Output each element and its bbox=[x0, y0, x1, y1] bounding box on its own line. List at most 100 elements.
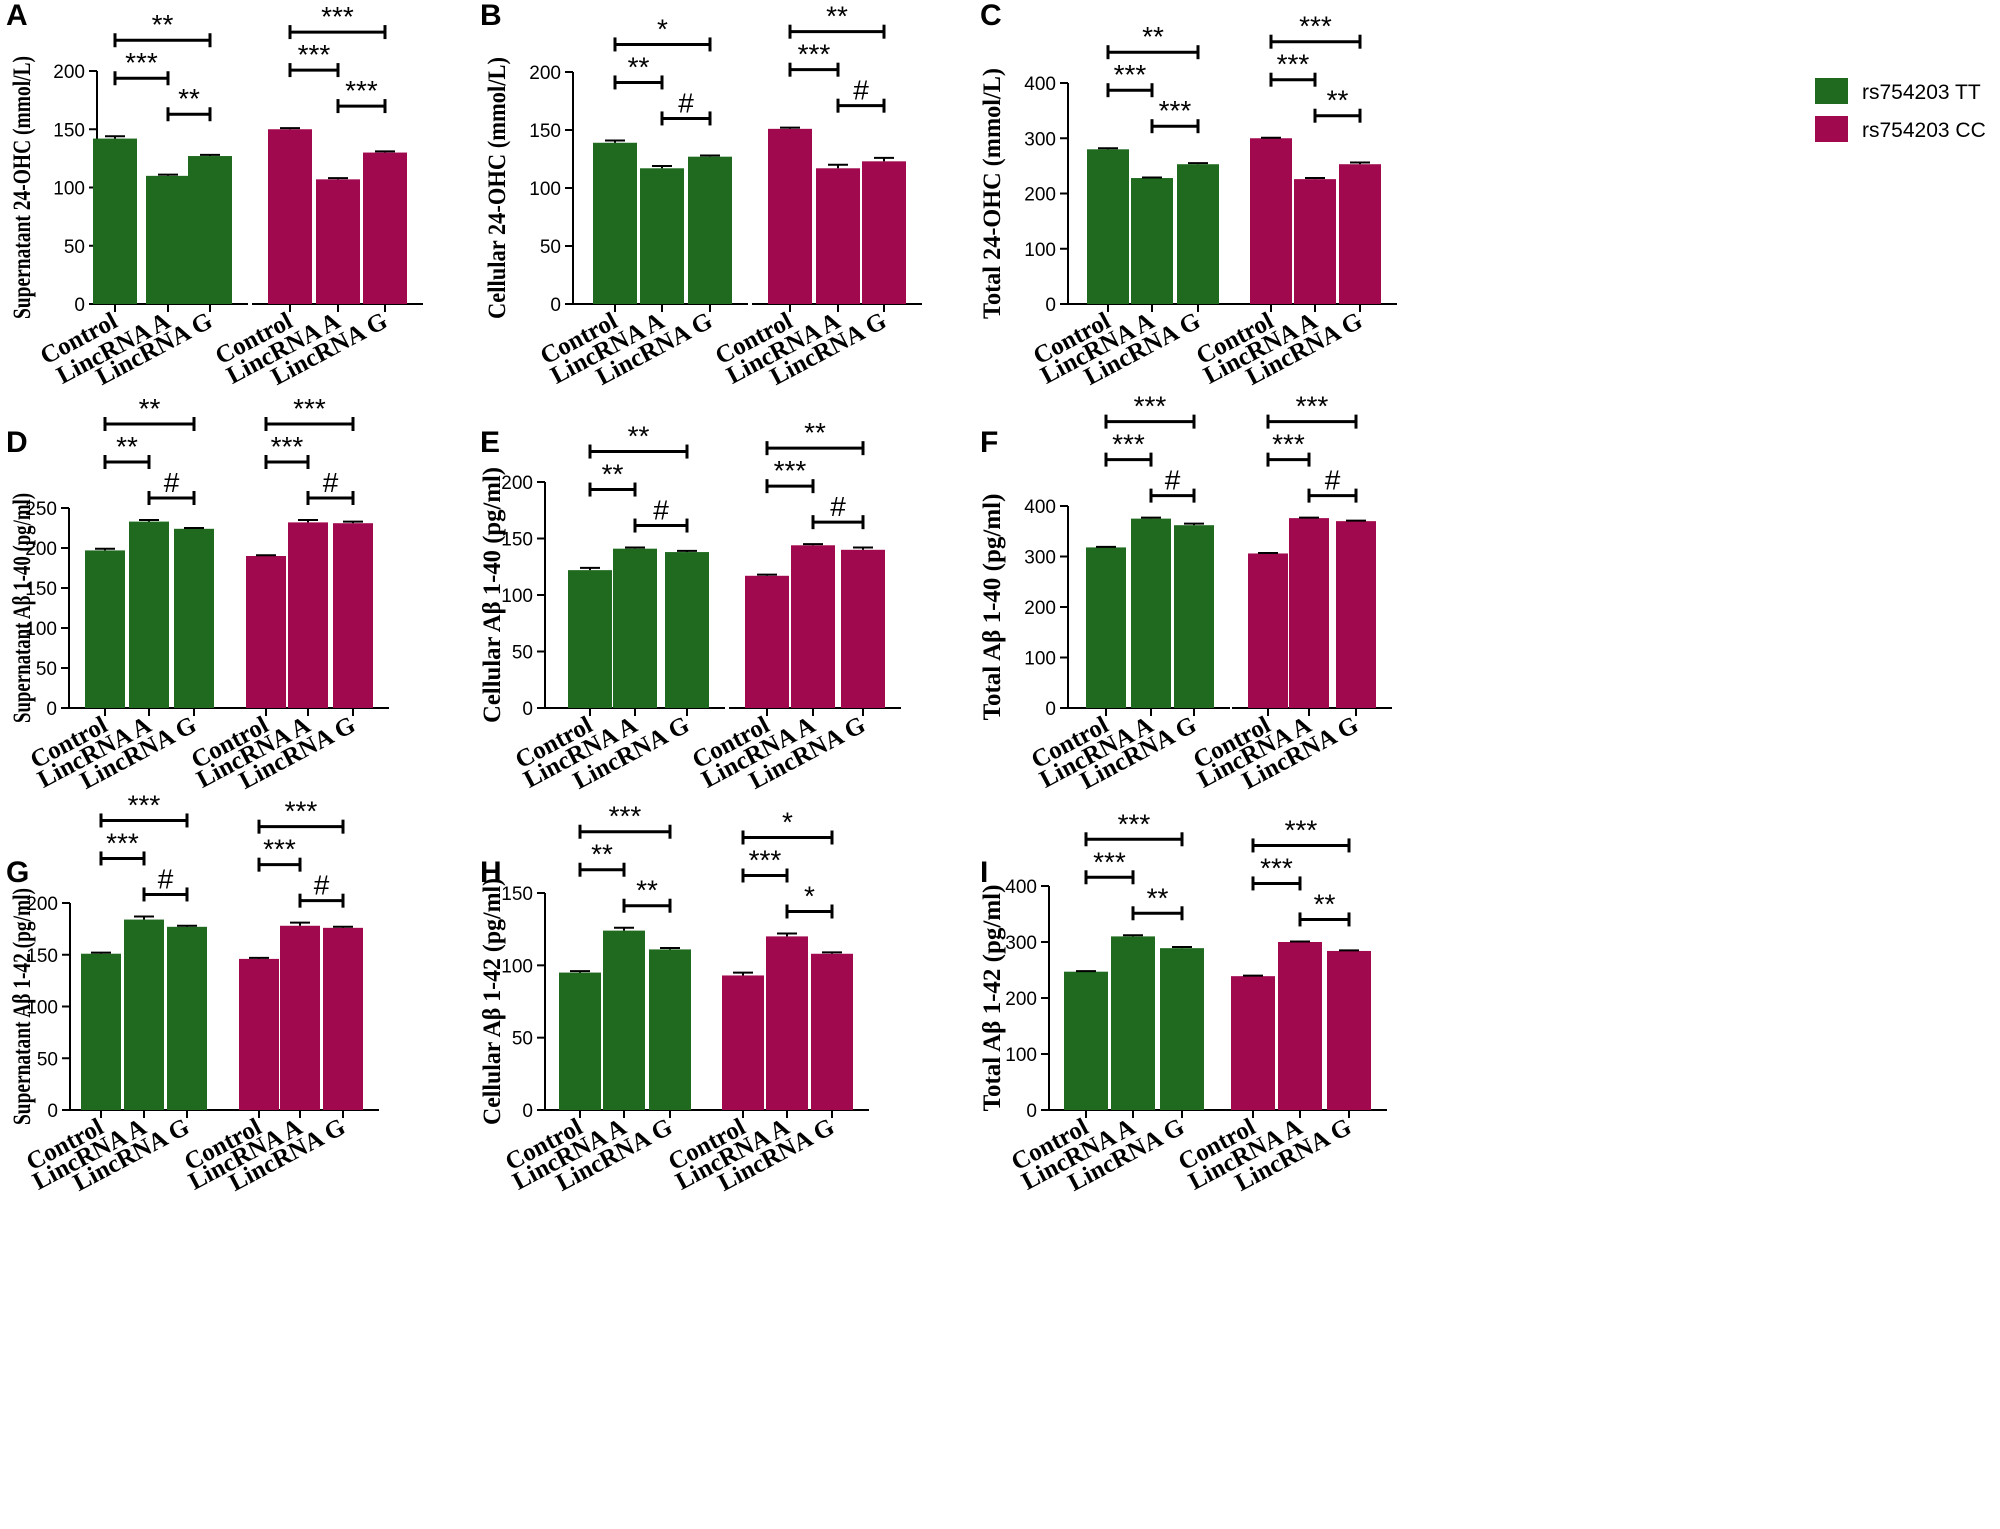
y-tick-label: 0 bbox=[1045, 699, 1056, 720]
y-tick-label: 150 bbox=[25, 579, 57, 600]
legend-swatch bbox=[1815, 78, 1848, 104]
significance-bracket: *** bbox=[1269, 49, 1317, 87]
y-tick-label: 100 bbox=[501, 586, 533, 607]
y-tick-label: 100 bbox=[501, 956, 533, 977]
significance-bracket: # bbox=[811, 491, 865, 530]
significance-bracket: * bbox=[741, 807, 834, 845]
bar-rs754203-tt-control bbox=[568, 570, 612, 708]
significance-label: # bbox=[323, 467, 339, 498]
significance-label: ** bbox=[591, 839, 613, 870]
bar-rs754203-cc-lincrna-g bbox=[841, 549, 885, 708]
panel-letter: A bbox=[6, 0, 28, 32]
legend-label: rs754203 CC bbox=[1862, 119, 1986, 142]
y-axis-label: Cellular 24-OHC (mmol/L) bbox=[484, 57, 511, 319]
y-axis-label: Supernatant 24-OHC (mmol/L) bbox=[9, 56, 36, 319]
y-tick-label: 50 bbox=[37, 1049, 58, 1070]
significance-bracket: *** bbox=[1251, 852, 1302, 891]
legend-label: rs754203 TT bbox=[1862, 81, 1981, 104]
significance-label: ** bbox=[826, 1, 848, 32]
y-axis-label: Total Aβ 1-42 (pg/ml) bbox=[979, 885, 1006, 1112]
y-tick-label: 400 bbox=[1024, 497, 1056, 518]
y-tick-label: 50 bbox=[64, 237, 85, 258]
significance-label: *** bbox=[1159, 95, 1192, 126]
significance-label: *** bbox=[1299, 11, 1332, 42]
bar-rs754203-tt-lincrna-a bbox=[640, 168, 684, 304]
panel-letter: I bbox=[980, 856, 988, 889]
bar-rs754203-tt-lincrna-a bbox=[124, 919, 164, 1110]
significance-bracket: *** bbox=[1266, 391, 1358, 429]
panel-letter: D bbox=[6, 426, 28, 459]
panel-letter: H bbox=[480, 856, 502, 889]
bar-rs754203-cc-control bbox=[239, 958, 279, 1110]
y-axis-label: Total 24-OHC (mmol/L) bbox=[979, 68, 1006, 319]
y-tick-label: 250 bbox=[25, 499, 57, 520]
significance-bracket: ** bbox=[166, 83, 212, 122]
significance-label: ** bbox=[178, 83, 200, 114]
y-tick-label: 0 bbox=[522, 1101, 533, 1122]
bar-rs754203-tt-lincrna-a bbox=[146, 175, 190, 304]
y-tick-label: 100 bbox=[1024, 649, 1056, 670]
significance-label: *** bbox=[798, 39, 831, 70]
significance-bracket: ** bbox=[1106, 21, 1200, 60]
bar-rs754203-cc-lincrna-a bbox=[288, 522, 328, 708]
y-tick-label: 50 bbox=[36, 659, 57, 680]
significance-bracket: *** bbox=[288, 39, 340, 78]
bar-rs754203-tt-lincrna-g bbox=[167, 926, 207, 1110]
significance-label: *** bbox=[321, 1, 354, 32]
significance-label: * bbox=[657, 13, 668, 44]
significance-bracket: # bbox=[142, 863, 189, 902]
significance-label: *** bbox=[271, 431, 304, 462]
significance-label: ** bbox=[628, 421, 650, 452]
y-tick-label: 50 bbox=[512, 643, 533, 664]
significance-label: # bbox=[314, 870, 330, 901]
bar-rs754203-cc-lincrna-g bbox=[1339, 164, 1381, 304]
y-tick-label: 200 bbox=[529, 63, 561, 84]
panel-letter: B bbox=[480, 0, 502, 32]
significance-bracket: *** bbox=[257, 796, 345, 834]
bar-rs754203-cc-lincrna-a bbox=[1294, 179, 1336, 304]
bar-rs754203-tt-lincrna-g bbox=[688, 156, 732, 304]
significance-bracket: ** bbox=[588, 459, 637, 497]
legend: rs754203 TT rs754203 CC bbox=[1815, 78, 1986, 142]
significance-bracket: ** bbox=[1298, 888, 1351, 927]
bar-rs754203-tt-lincrna-a bbox=[1131, 178, 1173, 304]
bar-rs754203-tt-control bbox=[1086, 547, 1126, 708]
bar-rs754203-tt-lincrna-a bbox=[1111, 936, 1155, 1110]
significance-bracket: *** bbox=[99, 827, 146, 866]
bar-rs754203-tt-lincrna-a bbox=[603, 930, 645, 1110]
panel-letter: C bbox=[980, 0, 1002, 32]
significance-bracket: ** bbox=[578, 839, 626, 877]
significance-bracket: * bbox=[785, 881, 834, 919]
y-tick-label: 150 bbox=[26, 946, 58, 967]
y-tick-label: 100 bbox=[529, 179, 561, 200]
bar-rs754203-cc-control bbox=[246, 556, 286, 708]
bar-rs754203-tt-lincrna-g bbox=[1160, 948, 1204, 1110]
bar-rs754203-tt-control bbox=[1064, 971, 1108, 1110]
bar-rs754203-tt-lincrna-g bbox=[649, 949, 691, 1110]
significance-label: *** bbox=[1277, 49, 1310, 80]
significance-bracket: ** bbox=[113, 9, 212, 48]
panel-letter: E bbox=[480, 426, 500, 459]
significance-label: # bbox=[164, 467, 180, 498]
significance-bracket: *** bbox=[1269, 11, 1362, 49]
y-tick-label: 150 bbox=[501, 530, 533, 551]
y-tick-label: 200 bbox=[1005, 989, 1037, 1010]
significance-label: # bbox=[678, 87, 694, 118]
significance-label: *** bbox=[1272, 429, 1305, 460]
significance-label: ** bbox=[804, 417, 826, 448]
y-tick-label: 0 bbox=[47, 1101, 58, 1122]
bar-rs754203-cc-lincrna-a bbox=[816, 168, 860, 304]
significance-label: *** bbox=[298, 39, 331, 70]
significance-bracket: *** bbox=[113, 47, 170, 86]
bar-rs754203-cc-control bbox=[745, 575, 789, 708]
bar-rs754203-cc-lincrna-g bbox=[323, 927, 363, 1110]
significance-bracket: *** bbox=[264, 393, 355, 431]
significance-bracket: *** bbox=[257, 834, 302, 872]
y-tick-label: 400 bbox=[1024, 74, 1056, 95]
bar-rs754203-tt-lincrna-g bbox=[188, 156, 232, 304]
significance-label: *** bbox=[1260, 852, 1293, 883]
